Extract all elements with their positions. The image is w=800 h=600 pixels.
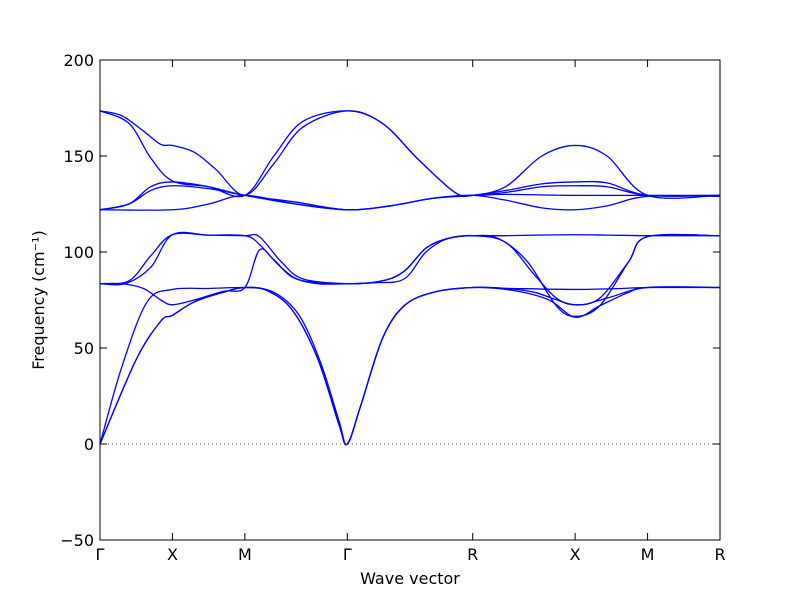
y-tick-label: 200 (63, 51, 94, 70)
y-tick-label: 0 (84, 435, 94, 454)
y-axis-label: Frequency (cm⁻¹) (29, 230, 48, 369)
x-tick-label: Γ (343, 545, 352, 564)
plot-frame (99, 59, 721, 541)
band-line-4 (99, 234, 721, 306)
band-line-11 (99, 110, 720, 198)
x-tick-label: R (714, 545, 725, 564)
band-line-7 (99, 184, 721, 211)
y-tick-label: 50 (74, 339, 94, 358)
y-tick-label: −50 (60, 531, 94, 550)
y-tick-label: 150 (63, 147, 94, 166)
x-tick-label: M (238, 545, 252, 564)
y-tick-label: 100 (63, 243, 94, 262)
x-tick-label: M (641, 545, 655, 564)
band-line-5 (99, 232, 721, 306)
band-line-1 (99, 286, 721, 446)
x-tick-label: X (167, 545, 178, 564)
band-line-6 (99, 231, 721, 317)
band-lines (99, 110, 721, 446)
x-tick-label: X (570, 545, 581, 564)
band-line-9 (99, 180, 721, 211)
band-line-2 (99, 286, 721, 445)
x-tick-label: R (467, 545, 478, 564)
x-tick-label: Γ (96, 545, 105, 564)
x-axis-label: Wave vector (360, 569, 460, 588)
band-line-3 (99, 286, 721, 446)
y-ticks: −50 0 50 100 150 200 (60, 51, 720, 550)
